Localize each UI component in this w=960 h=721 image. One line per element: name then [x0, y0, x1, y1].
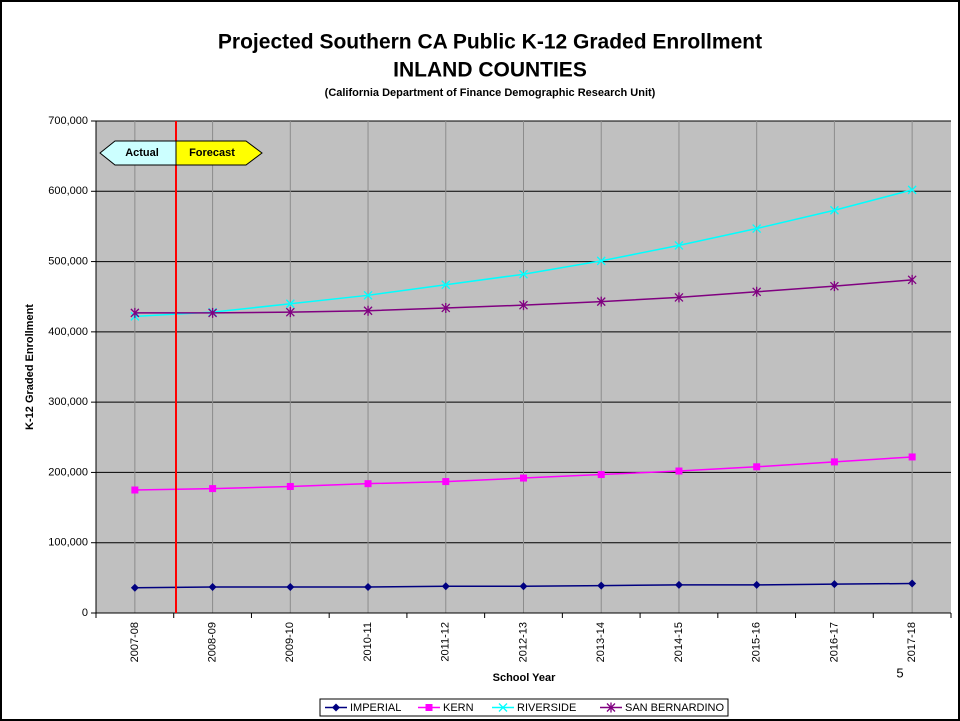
marker [130, 307, 140, 318]
x-tick-label: 2017-18 [906, 622, 918, 662]
marker [520, 474, 527, 482]
marker [208, 307, 218, 318]
marker [596, 296, 606, 307]
x-tick-label: 2012-13 [517, 622, 529, 662]
annotation: Actual [125, 147, 159, 159]
marker [907, 274, 917, 285]
x-tick-label: 2016-17 [828, 622, 840, 662]
marker [209, 485, 217, 493]
y-tick-label: 300,000 [48, 396, 88, 408]
x-tick-label: 2015-16 [751, 622, 763, 662]
marker [674, 292, 684, 303]
y-tick-label: 100,000 [48, 537, 88, 549]
marker [441, 302, 451, 313]
marker [519, 582, 528, 591]
marker [332, 703, 340, 712]
marker [363, 305, 373, 316]
marker [285, 307, 295, 318]
legend-label: SAN BERNARDINO [625, 702, 724, 714]
marker [519, 300, 528, 311]
legend-label: IMPERIAL [350, 702, 401, 714]
legend-label: RIVERSIDE [517, 702, 576, 714]
x-tick-label: 2009-10 [284, 622, 296, 662]
chart-title-line2: INLAND COUNTIES [393, 59, 587, 82]
marker [752, 286, 762, 297]
marker [908, 579, 917, 588]
forecast-arrow [175, 140, 263, 166]
marker [285, 299, 295, 309]
x-tick-label: 2013-14 [595, 622, 607, 662]
marker [131, 486, 139, 494]
marker [674, 580, 683, 589]
legend [319, 698, 729, 717]
y-tick-label: 200,000 [48, 466, 88, 478]
chart-subtitle: (California Department of Finance Demogr… [325, 87, 656, 99]
y-axis-title: K-12 Graded Enrollment [24, 304, 36, 430]
y-tick-label: 500,000 [48, 255, 88, 267]
x-tick-label: 2014-15 [673, 622, 685, 662]
marker [675, 467, 683, 475]
x-axis-title: School Year [493, 672, 556, 684]
page-number: 5 [896, 665, 903, 680]
marker [425, 704, 433, 711]
y-tick-label: 400,000 [48, 326, 88, 338]
marker [674, 240, 684, 250]
marker [286, 482, 294, 490]
marker [752, 580, 761, 589]
marker [907, 185, 917, 195]
chart-title: Projected Southern CA Public K-12 Graded… [218, 31, 762, 54]
y-tick-label: 600,000 [48, 185, 88, 197]
y-tick-label: 700,000 [48, 115, 88, 127]
marker [597, 581, 606, 590]
marker [208, 582, 217, 591]
marker [829, 205, 839, 215]
marker [752, 224, 762, 233]
marker [830, 458, 838, 466]
annotation: Forecast [189, 147, 235, 159]
legend-label: KERN [443, 702, 474, 714]
marker [908, 453, 916, 461]
x-tick-label: 2010-11 [362, 622, 374, 662]
marker [363, 290, 373, 300]
marker [753, 463, 761, 471]
x-tick-label: 2011-12 [440, 622, 452, 662]
marker [596, 256, 606, 266]
marker [130, 583, 139, 592]
marker [364, 480, 372, 488]
marker [441, 582, 450, 591]
marker [364, 582, 373, 591]
marker [286, 582, 295, 591]
marker [597, 471, 605, 479]
x-tick-label: 2007-08 [129, 622, 141, 662]
marker [441, 280, 451, 290]
y-tick-label: 0 [82, 607, 88, 619]
marker [498, 703, 508, 712]
marker [829, 281, 839, 292]
x-tick-label: 2008-09 [206, 622, 218, 662]
marker [519, 269, 528, 279]
marker [442, 478, 450, 486]
marker [606, 702, 616, 713]
marker [830, 580, 839, 589]
